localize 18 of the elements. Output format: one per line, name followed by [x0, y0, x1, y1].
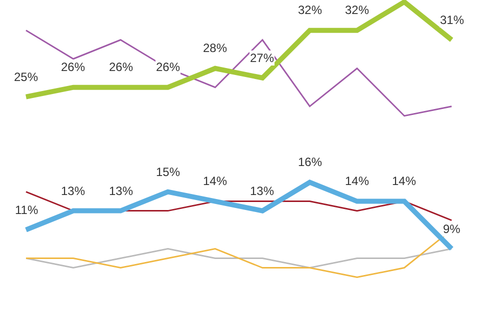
- data-label: 9%: [443, 222, 461, 236]
- data-label: 28%: [203, 41, 228, 55]
- data-label: 31%: [440, 13, 464, 27]
- data-label: 27%: [250, 51, 274, 65]
- data-label: 11%: [15, 203, 38, 217]
- data-label: 13%: [250, 184, 274, 198]
- data-label: 14%: [203, 174, 228, 188]
- data-label: 25%: [14, 70, 38, 84]
- data-label: 14%: [345, 174, 370, 188]
- data-label: 16%: [298, 155, 322, 169]
- data-label: 15%: [156, 165, 180, 179]
- data-label: 32%: [345, 3, 370, 17]
- data-label: 26%: [109, 60, 134, 74]
- data-label: 13%: [109, 184, 134, 198]
- data-label: 26%: [61, 60, 86, 74]
- data-label: 14%: [392, 174, 416, 188]
- data-label: 13%: [61, 184, 86, 198]
- data-label: 32%: [298, 3, 322, 17]
